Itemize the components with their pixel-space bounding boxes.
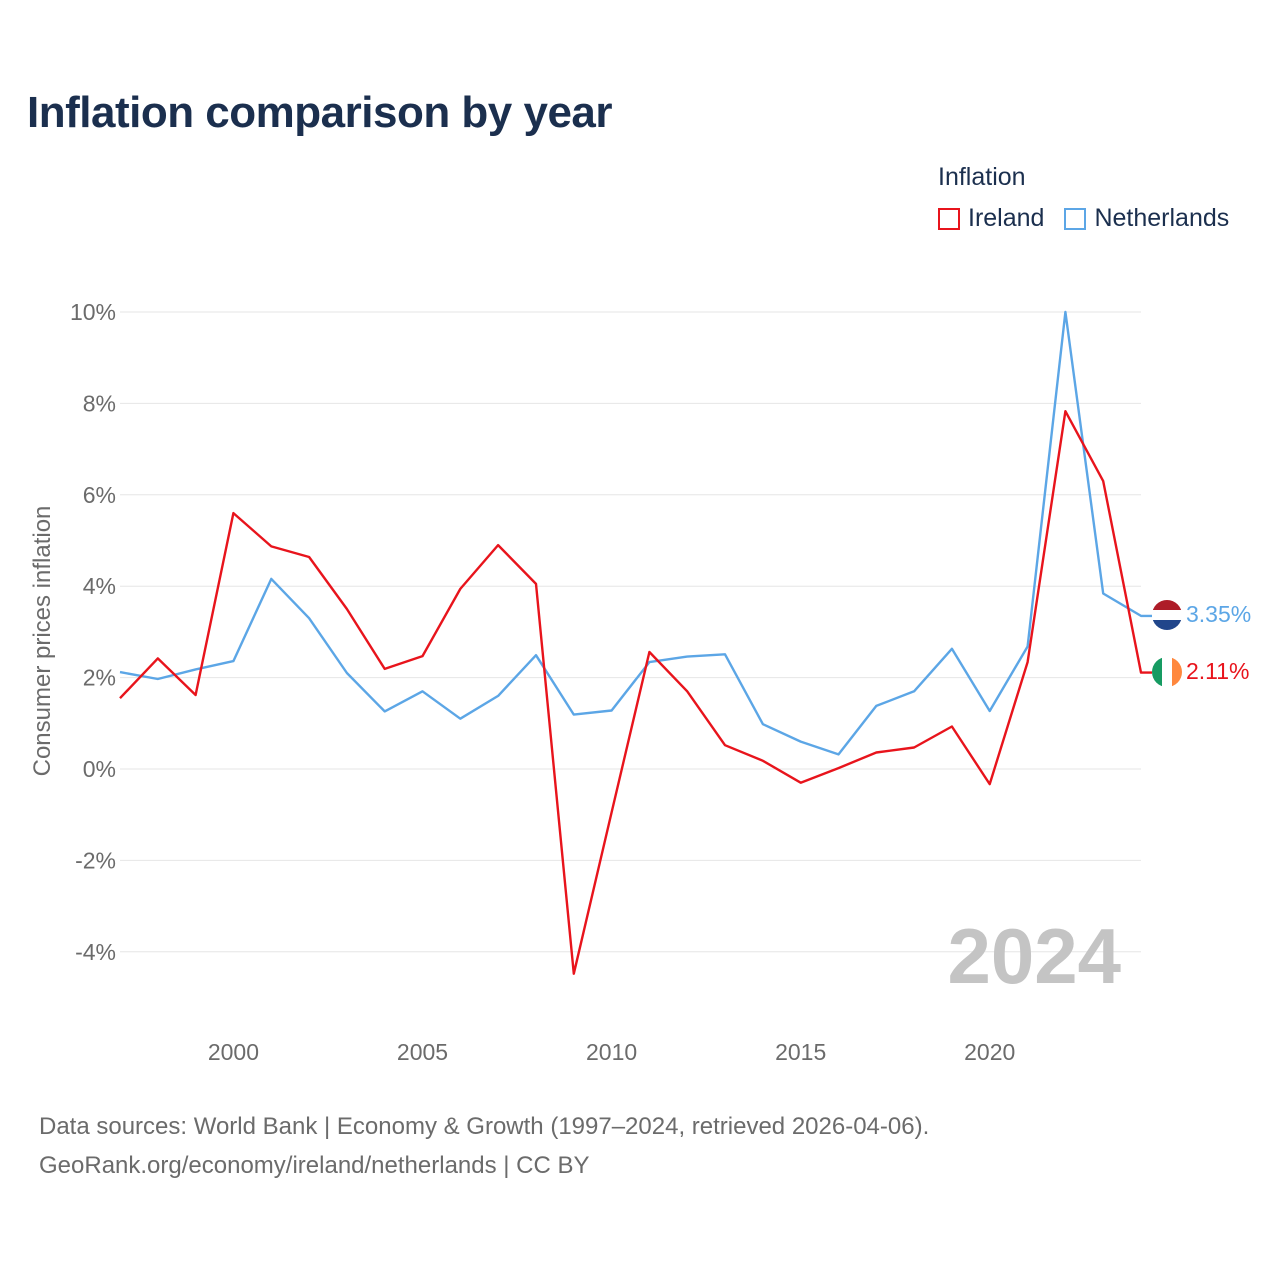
ireland-end-label: 2.11% — [1186, 658, 1250, 684]
y-tick-label: -2% — [75, 847, 116, 873]
netherlands-end-label: 3.35% — [1186, 601, 1251, 627]
y-tick-label: 8% — [83, 390, 116, 416]
series — [119, 310, 1152, 975]
x-tick-label: 2010 — [586, 1039, 637, 1065]
data-sources-text: Data sources: World Bank | Economy & Gro… — [39, 1113, 930, 1140]
netherlands-flag-icon — [1152, 600, 1182, 630]
y-tick-label: 6% — [83, 482, 116, 508]
y-tick-label: 0% — [83, 756, 116, 782]
netherlands-swatch-icon — [1064, 207, 1087, 230]
y-axis-ticks: -4% -2% 0% 2% 4% 6% 8% 10% — [70, 299, 116, 965]
y-tick-label: -4% — [75, 939, 116, 965]
ireland-flag-icon — [1152, 657, 1182, 687]
legend-item-netherlands[interactable]: Netherlands — [1064, 204, 1229, 233]
year-marker: 2024 — [947, 912, 1121, 1000]
series-line-ireland — [119, 410, 1152, 975]
legend-item-ireland[interactable]: Ireland — [938, 204, 1044, 233]
line-chart: -4% -2% 0% 2% 4% 6% 8% 10% 2000 2005 2010 2015 2020… — [29, 299, 1251, 1065]
y-tick-label: 2% — [83, 665, 116, 691]
y-axis-label: Consumer prices inflation — [29, 506, 56, 777]
x-tick-label: 2000 — [208, 1039, 259, 1065]
legend: Ireland Netherlands — [938, 204, 1229, 233]
page-title: Inflation comparison by year — [27, 88, 613, 137]
x-tick-label: 2005 — [397, 1039, 448, 1065]
legend-label-ireland: Ireland — [968, 204, 1045, 232]
x-tick-label: 2020 — [964, 1039, 1015, 1065]
y-tick-label: 4% — [83, 573, 116, 599]
legend-label-netherlands: Netherlands — [1094, 204, 1230, 232]
ireland-swatch-icon — [938, 207, 960, 230]
series-line-netherlands — [119, 310, 1152, 756]
x-tick-label: 2015 — [775, 1039, 826, 1065]
grid — [120, 311, 1141, 953]
x-axis-ticks: 2000 2005 2010 2015 2020 — [208, 1039, 1015, 1065]
footer: Data sources: World Bank | Economy & Gro… — [39, 1107, 929, 1185]
source-link[interactable]: GeoRank.org/economy/ireland/netherlands … — [39, 1152, 590, 1179]
y-tick-label: 10% — [70, 299, 116, 325]
legend-title: Inflation — [938, 163, 1026, 191]
